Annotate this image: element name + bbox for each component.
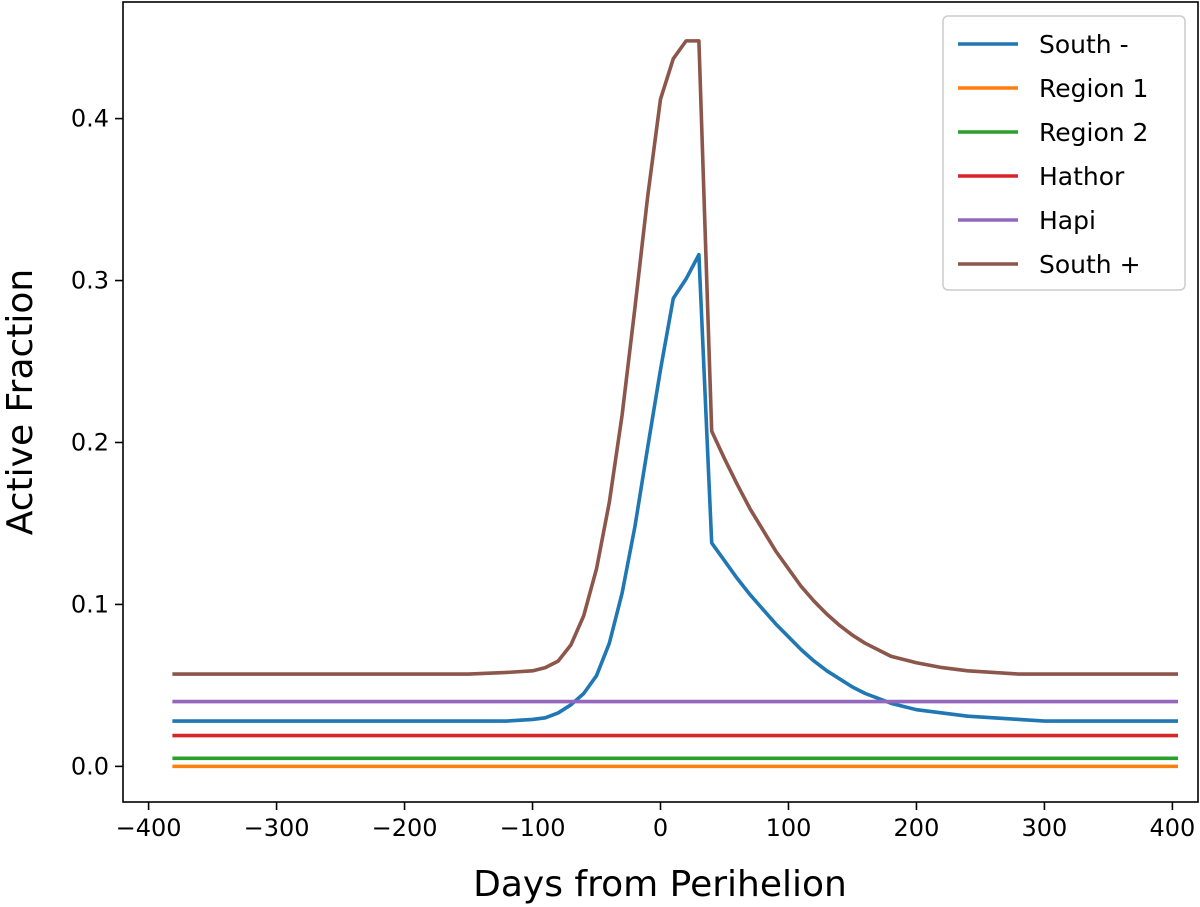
x-tick-label: −200 [372,814,438,842]
x-tick-label: 300 [1022,814,1068,842]
x-axis-label: Days from Perihelion [473,864,847,905]
legend-label: South + [1039,250,1141,279]
y-tick-label: 0.4 [71,105,109,133]
x-tick-label: 200 [894,814,940,842]
y-tick-label: 0.2 [71,428,109,456]
x-tick-label: 400 [1149,814,1195,842]
y-tick-label: 0.3 [71,267,109,295]
x-axis-ticks: −400 −300 −200 −100 0 100 200 300 400 [116,802,1195,842]
legend-label: Hathor [1039,162,1125,191]
legend-label: Region 1 [1039,74,1148,103]
series-line-south-plus [172,39,1179,676]
series-line-south-minus [172,252,1179,723]
x-tick-label: 0 [653,814,668,842]
legend: South - Region 1 Region 2 Hathor Hapi South + [942,15,1186,291]
legend-label: South - [1039,30,1129,59]
y-axis-ticks: 0.0 0.1 0.2 0.3 0.4 [71,105,123,780]
x-tick-label: 100 [766,814,812,842]
series-lines [172,39,1179,769]
legend-label: Region 2 [1039,118,1148,147]
legend-label: Hapi [1039,206,1096,235]
x-tick-label: −100 [500,814,566,842]
x-tick-label: −400 [116,814,182,842]
y-tick-label: 0.0 [71,752,109,780]
x-tick-label: −300 [244,814,310,842]
y-tick-label: 0.1 [71,590,109,618]
y-axis-label: Active Fraction [0,269,41,536]
